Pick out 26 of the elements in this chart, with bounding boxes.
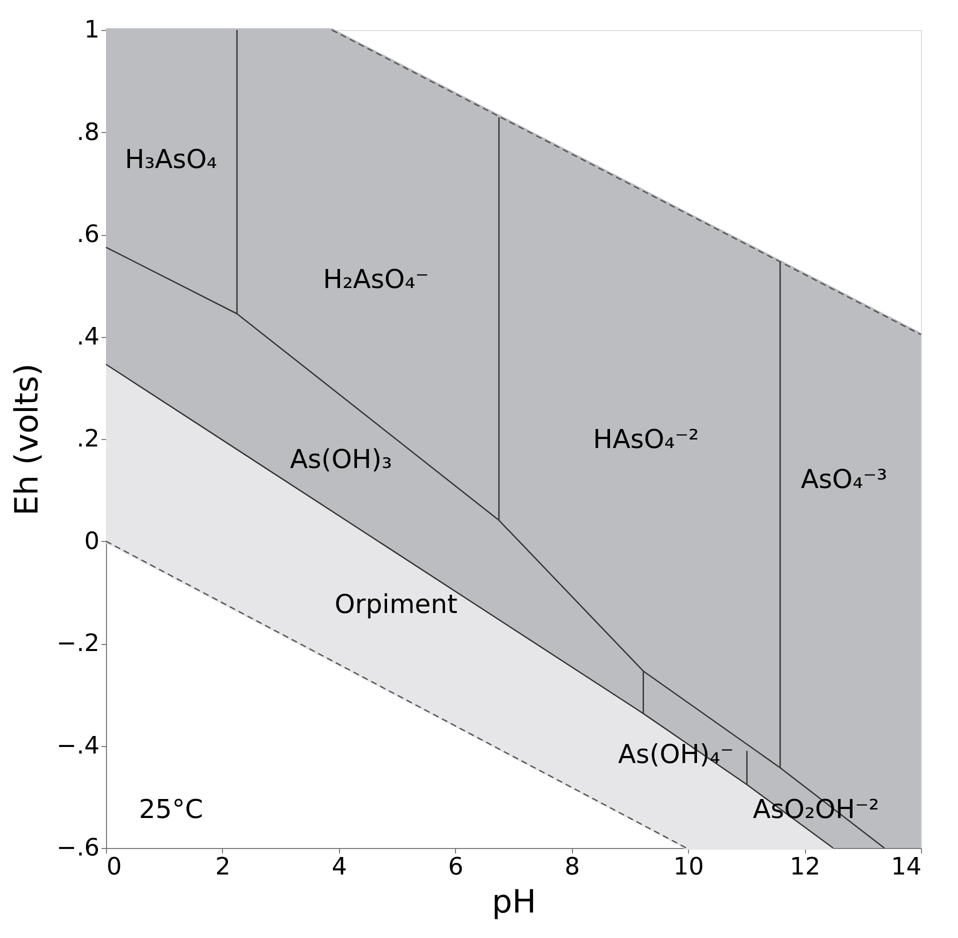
y-tick-label: .6 <box>76 220 100 248</box>
x-tick-label: 0 <box>106 852 122 880</box>
y-tick-label: 1 <box>84 16 100 44</box>
x-axis-title: pH <box>492 882 536 920</box>
y-tick-label: .2 <box>76 424 100 452</box>
x-tick-label: 12 <box>790 852 820 880</box>
x-tick-label: 10 <box>673 852 704 880</box>
x-tick-label: 8 <box>564 852 580 880</box>
y-axis-title: Eh (volts) <box>7 363 46 516</box>
annotation: H₂AsO₄⁻ <box>323 265 429 295</box>
y-tick-label: −.6 <box>56 834 100 862</box>
annotation: H₃AsO₄ <box>124 145 218 175</box>
annotation: 25°C <box>138 795 204 825</box>
y-tick-label: 0 <box>84 526 100 555</box>
x-tick-label: 2 <box>215 852 231 880</box>
x-tick-label: 6 <box>448 852 464 880</box>
y-tick-label: −.2 <box>56 629 100 657</box>
annotation: AsO₄⁻³ <box>800 465 888 495</box>
x-tick-label: 14 <box>890 852 922 880</box>
y-tick-label: .4 <box>76 322 100 350</box>
annotation: As(OH)₃ <box>290 445 392 475</box>
annotation: HAsO₄⁻² <box>593 425 699 455</box>
y-tick-label: .8 <box>76 118 100 146</box>
x-tick-label: 4 <box>332 852 347 880</box>
annotation: Orpiment <box>334 590 458 620</box>
y-tick-label: −.4 <box>56 731 100 760</box>
